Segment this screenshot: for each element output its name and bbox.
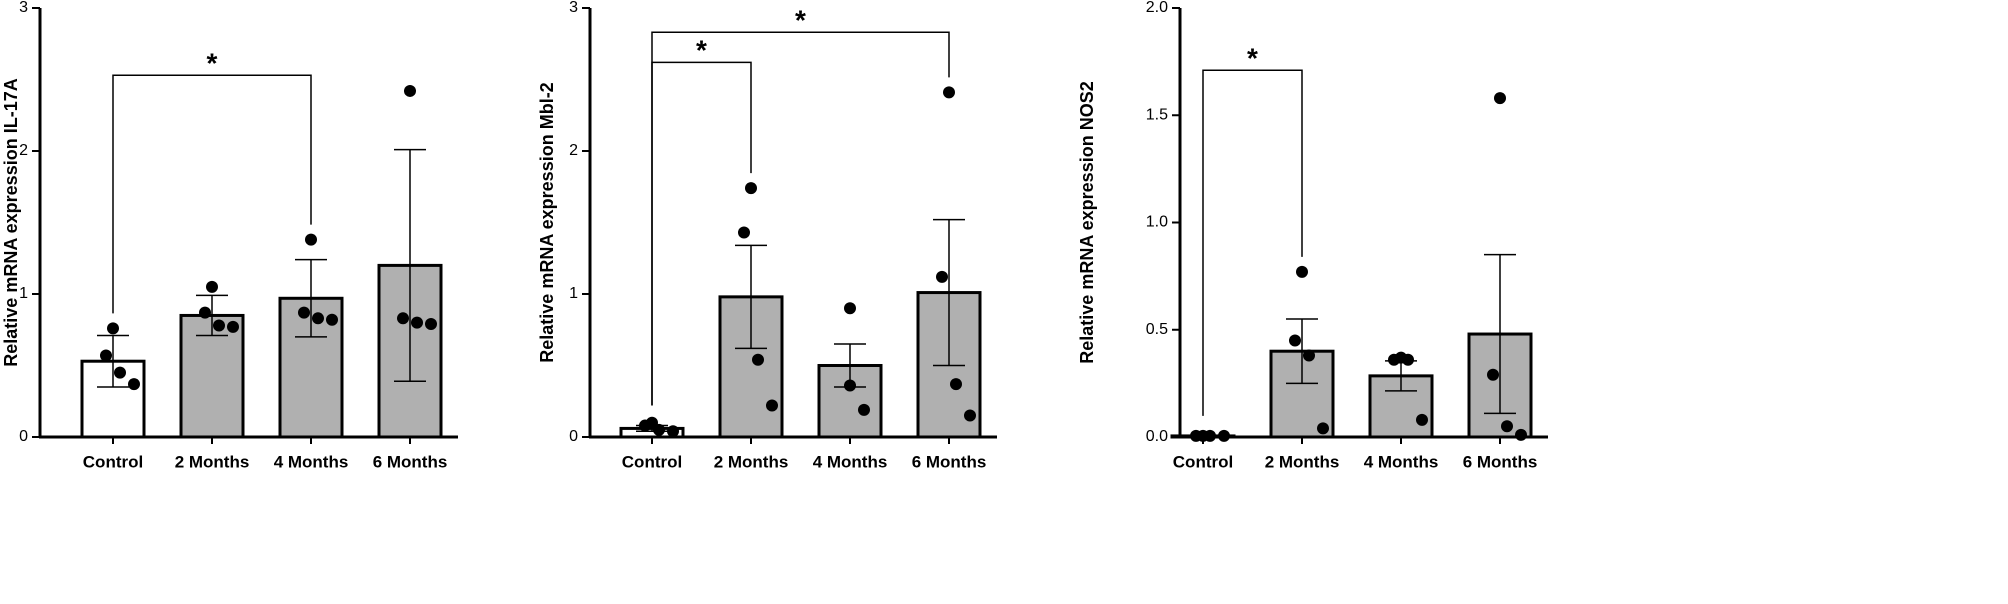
data-point: [1289, 334, 1301, 347]
data-point: [936, 270, 948, 283]
y-tick-label: 0: [569, 428, 578, 445]
y-tick-label: 3: [569, 0, 578, 16]
data-point: [844, 302, 856, 315]
y-tick-label: 1: [569, 285, 578, 302]
data-point: [1501, 420, 1513, 433]
data-point: [1515, 428, 1527, 441]
data-point: [1388, 353, 1400, 366]
data-point: [107, 322, 119, 335]
y-tick-label: 0.5: [1146, 321, 1168, 338]
y-tick-label: 2.0: [1146, 0, 1168, 16]
x-tick-label: 6 Months: [912, 452, 987, 471]
bar: [179, 313, 245, 439]
significance-label: *: [207, 48, 218, 79]
x-tick-label: 4 Months: [1364, 452, 1439, 471]
data-point: [858, 403, 870, 416]
data-point: [411, 316, 423, 329]
data-point: [397, 312, 409, 325]
significance-bracket: [651, 31, 950, 406]
x-tick-label: 2 Months: [714, 452, 789, 471]
significance-label: *: [696, 35, 707, 66]
significance-label: *: [795, 5, 806, 36]
error-bar: [97, 334, 129, 388]
data-point: [766, 399, 778, 412]
data-point: [128, 378, 140, 391]
data-point: [404, 84, 416, 97]
data-point: [100, 349, 112, 362]
y-tick-label: 1.5: [1146, 106, 1168, 123]
data-point: [738, 226, 750, 239]
significance-bracket: [112, 74, 312, 314]
y-tick-label: 0: [19, 428, 28, 445]
data-point: [227, 320, 239, 333]
significance-label: *: [1247, 43, 1258, 74]
y-tick-label: 3: [19, 0, 28, 16]
panel: 0 1 2 3 Relative mRNA expression Mbl-2 Contro…: [537, 0, 997, 471]
data-point: [1303, 349, 1315, 362]
x-tick-label: Control: [622, 452, 682, 471]
x-tick-label: 4 Months: [813, 452, 888, 471]
data-point: [312, 312, 324, 325]
x-tick-label: Control: [1173, 452, 1233, 471]
y-axis-label: Relative mRNA expression IL-17A: [1, 78, 21, 366]
data-point: [199, 306, 211, 319]
data-point: [964, 409, 976, 422]
data-point: [1317, 422, 1329, 435]
x-tick-label: 2 Months: [1265, 452, 1340, 471]
error-bar: [295, 258, 327, 338]
data-point: [326, 313, 338, 326]
y-tick-label: 2: [19, 142, 28, 159]
data-point: [305, 233, 317, 246]
data-point: [1402, 353, 1414, 366]
data-point: [425, 318, 437, 331]
error-bar: [933, 218, 965, 367]
data-point: [1296, 265, 1308, 278]
error-bar: [196, 294, 228, 337]
y-tick-label: 2: [569, 142, 578, 159]
data-point: [653, 423, 665, 436]
significance-bracket: [1202, 69, 1303, 416]
data-point: [1494, 92, 1506, 105]
data-point: [1416, 413, 1428, 426]
data-point: [950, 378, 962, 391]
data-point: [752, 353, 764, 366]
x-tick-label: 4 Months: [274, 452, 349, 471]
y-tick-label: 1: [19, 285, 28, 302]
panel: 0.0 0.5 1.0 1.5 2.0 Relative mRNA expression …: [1077, 0, 1548, 471]
data-point: [844, 379, 856, 392]
x-tick-label: 6 Months: [373, 452, 448, 471]
y-tick-label: 0.0: [1146, 428, 1168, 445]
data-point: [943, 86, 955, 99]
data-point: [206, 280, 218, 293]
data-point: [1487, 368, 1499, 381]
error-bar: [735, 244, 767, 350]
x-tick-label: 2 Months: [175, 452, 250, 471]
x-tick-label: Control: [83, 452, 143, 471]
data-point: [745, 182, 757, 195]
error-bar: [1484, 253, 1516, 415]
data-point: [639, 419, 651, 432]
y-tick-label: 1.0: [1146, 214, 1168, 231]
x-tick-label: 6 Months: [1463, 452, 1538, 471]
panel: 0 1 2 3 Relative mRNA expression IL-17A Contr…: [1, 0, 458, 471]
data-point: [213, 319, 225, 332]
data-point: [114, 366, 126, 379]
error-bar: [1286, 318, 1318, 385]
y-axis-label: Relative mRNA expression NOS2: [1077, 81, 1097, 363]
y-axis-label: Relative mRNA expression Mbl-2: [537, 82, 557, 362]
error-bar: [394, 148, 426, 382]
data-point: [667, 425, 679, 438]
data-point: [298, 306, 310, 319]
